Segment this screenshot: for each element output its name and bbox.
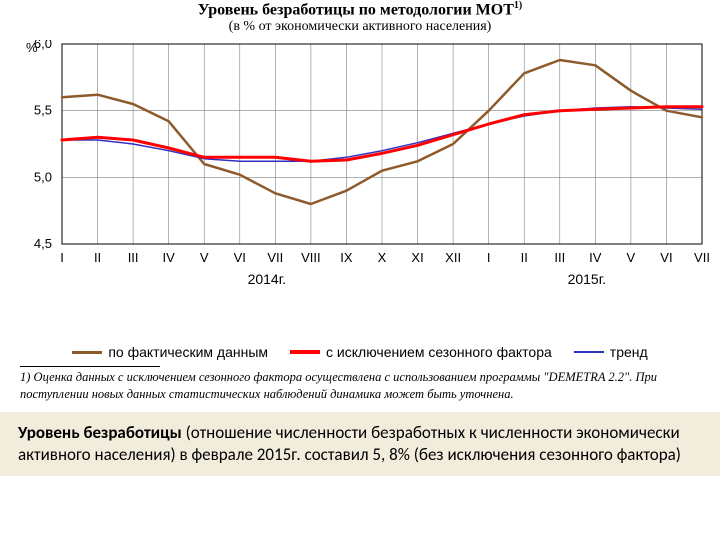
- legend-label: тренд: [610, 344, 648, 360]
- svg-text:6,0: 6,0: [34, 40, 52, 51]
- chart-subtitle: (в % от экономически активного населения…: [0, 19, 720, 35]
- svg-text:I: I: [60, 250, 64, 265]
- legend-item: тренд: [574, 344, 648, 360]
- svg-text:4,5: 4,5: [34, 236, 52, 251]
- svg-text:5,5: 5,5: [34, 103, 52, 118]
- svg-text:II: II: [521, 250, 528, 265]
- svg-text:2015г.: 2015г.: [568, 271, 606, 287]
- chart-title: Уровень безработицы по методологии МОТ1): [0, 0, 720, 19]
- legend-label: с исключением сезонного фактора: [326, 344, 552, 360]
- svg-text:I: I: [487, 250, 491, 265]
- legend-item: по фактическим данным: [72, 344, 268, 360]
- svg-text:VI: VI: [660, 250, 672, 265]
- svg-text:VII: VII: [267, 250, 283, 265]
- svg-text:III: III: [128, 250, 139, 265]
- svg-text:XI: XI: [411, 250, 423, 265]
- svg-text:IX: IX: [340, 250, 353, 265]
- svg-text:X: X: [378, 250, 387, 265]
- legend-item: с исключением сезонного фактора: [290, 344, 552, 360]
- legend-swatch: [290, 350, 320, 354]
- legend-swatch: [72, 351, 102, 354]
- footnote-text: 1) Оценка данных с исключением сезонного…: [20, 369, 700, 402]
- svg-text:XII: XII: [445, 250, 461, 265]
- svg-text:VII: VII: [694, 250, 710, 265]
- svg-text:VIII: VIII: [301, 250, 321, 265]
- svg-text:IV: IV: [163, 250, 176, 265]
- svg-text:2014г.: 2014г.: [248, 271, 286, 287]
- svg-text:V: V: [627, 250, 636, 265]
- chart-plot: %4,55,05,56,0IIIIIIIVVVIVIIVIIIIXXXIXIII…: [10, 40, 710, 340]
- caption-box: Уровень безработицы (отношение численнос…: [0, 412, 720, 476]
- legend-swatch: [574, 351, 604, 353]
- svg-text:IV: IV: [589, 250, 602, 265]
- svg-text:II: II: [94, 250, 101, 265]
- svg-text:5,0: 5,0: [34, 170, 52, 185]
- svg-text:III: III: [554, 250, 565, 265]
- svg-text:V: V: [200, 250, 209, 265]
- legend-label: по фактическим данным: [108, 344, 268, 360]
- svg-text:VI: VI: [234, 250, 246, 265]
- chart-legend: по фактическим данным с исключением сезон…: [0, 344, 720, 360]
